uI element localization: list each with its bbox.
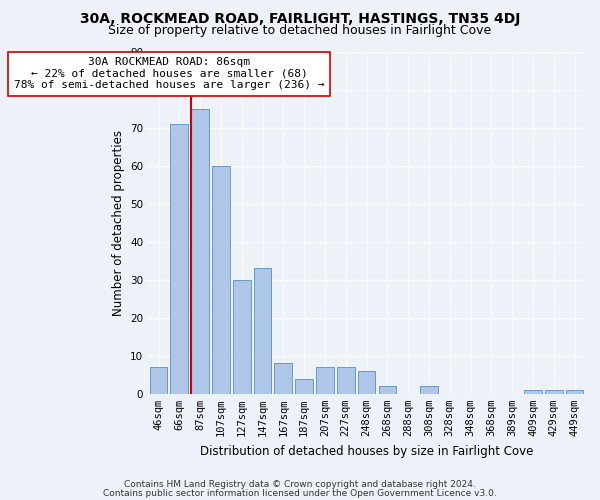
Bar bbox=[149, 367, 167, 394]
X-axis label: Distribution of detached houses by size in Fairlight Cove: Distribution of detached houses by size … bbox=[200, 444, 533, 458]
Bar bbox=[545, 390, 563, 394]
Bar bbox=[379, 386, 396, 394]
Bar bbox=[316, 367, 334, 394]
Text: Size of property relative to detached houses in Fairlight Cove: Size of property relative to detached ho… bbox=[109, 24, 491, 37]
Text: Contains public sector information licensed under the Open Government Licence v3: Contains public sector information licen… bbox=[103, 489, 497, 498]
Bar bbox=[420, 386, 438, 394]
Bar bbox=[295, 378, 313, 394]
Bar bbox=[358, 371, 376, 394]
Bar bbox=[191, 108, 209, 394]
Bar bbox=[524, 390, 542, 394]
Text: 30A ROCKMEAD ROAD: 86sqm
← 22% of detached houses are smaller (68)
78% of semi-d: 30A ROCKMEAD ROAD: 86sqm ← 22% of detach… bbox=[14, 57, 324, 90]
Bar bbox=[233, 280, 251, 394]
Text: Contains HM Land Registry data © Crown copyright and database right 2024.: Contains HM Land Registry data © Crown c… bbox=[124, 480, 476, 489]
Text: 30A, ROCKMEAD ROAD, FAIRLIGHT, HASTINGS, TN35 4DJ: 30A, ROCKMEAD ROAD, FAIRLIGHT, HASTINGS,… bbox=[80, 12, 520, 26]
Bar bbox=[170, 124, 188, 394]
Bar bbox=[274, 364, 292, 394]
Bar bbox=[566, 390, 583, 394]
Bar bbox=[337, 367, 355, 394]
Bar bbox=[254, 268, 271, 394]
Bar bbox=[212, 166, 230, 394]
Y-axis label: Number of detached properties: Number of detached properties bbox=[112, 130, 125, 316]
